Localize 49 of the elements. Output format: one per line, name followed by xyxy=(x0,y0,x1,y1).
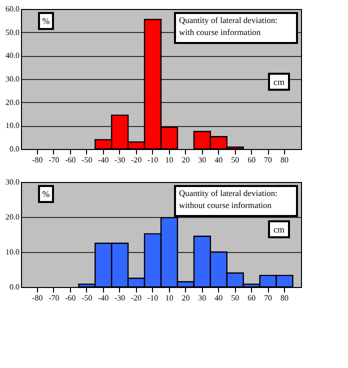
annotation: Quantity of lateral deviation: with course information xyxy=(179,15,278,37)
annotation: % xyxy=(42,189,50,199)
x-tick-label: -20 xyxy=(130,156,142,164)
x-tick-label: 60 xyxy=(248,156,256,164)
x-tick-label: -20 xyxy=(130,294,142,302)
x-tick-label: 60 xyxy=(248,294,256,302)
x-tick-label: -60 xyxy=(65,156,76,164)
x-tick-label: -50 xyxy=(82,156,92,164)
y-tick-label: 50.0 xyxy=(6,28,20,37)
y-tick-label: 40.0 xyxy=(6,51,20,60)
x-tick-label: -50 xyxy=(82,294,92,302)
x-tick-label: 20 xyxy=(182,294,190,302)
y-tick-label: 60.0 xyxy=(6,4,20,14)
x-tick-label: -30 xyxy=(114,294,126,302)
x-tick-label: 50 xyxy=(231,294,240,302)
x-tick-label: -80 xyxy=(32,156,43,164)
y-tick-label: 20.0 xyxy=(6,212,20,222)
x-tick-label: -60 xyxy=(65,294,76,302)
y-tick-label: 30.0 xyxy=(6,74,20,84)
x-tick-label: 70 xyxy=(264,156,272,164)
x-tick-label: -40 xyxy=(98,156,109,164)
y-tick-label: 0.0 xyxy=(10,282,20,292)
x-tick-label: 40 xyxy=(214,156,223,164)
x-tick-label: 10 xyxy=(165,156,174,164)
x-tick-label: 50 xyxy=(231,156,240,164)
annotation: cm xyxy=(274,224,284,234)
x-tick-label: -80 xyxy=(32,294,43,302)
annotation: cm xyxy=(274,76,284,87)
x-tick-label: -10 xyxy=(147,156,158,164)
x-tick-label: 80 xyxy=(280,156,289,164)
x-tick-label: 70 xyxy=(264,294,272,302)
x-tick-label: -30 xyxy=(114,156,126,164)
x-tick-label: -70 xyxy=(48,156,60,164)
y-tick-label: 10.0 xyxy=(6,121,20,130)
y-tick-label: 20.0 xyxy=(6,98,20,107)
x-tick-label: -40 xyxy=(98,294,109,302)
x-tick-label: -10 xyxy=(147,294,158,302)
x-tick-label: 30 xyxy=(198,156,206,164)
x-tick-label: 10 xyxy=(165,294,174,302)
y-tick-label: 10.0 xyxy=(6,248,20,256)
annotation: Quantity of lateral deviation: without course information xyxy=(179,188,278,210)
x-tick-label: -70 xyxy=(48,294,60,302)
x-tick-label: 20 xyxy=(182,156,190,164)
x-tick-label: 80 xyxy=(280,294,289,302)
y-tick-label: 0.0 xyxy=(10,144,20,154)
x-tick-label: 40 xyxy=(214,294,223,302)
y-tick-label: 30.0 xyxy=(6,178,20,186)
annotation: % xyxy=(42,16,50,26)
x-tick-label: 30 xyxy=(198,294,206,302)
